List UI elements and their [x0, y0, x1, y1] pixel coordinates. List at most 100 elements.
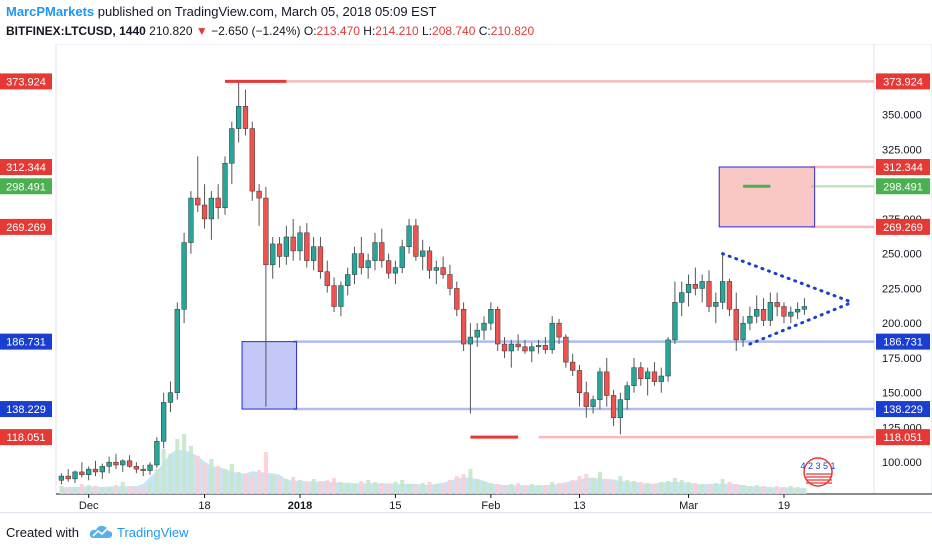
level-tag-right-label: 373.924 — [883, 76, 923, 88]
volume-bar — [536, 485, 541, 494]
volume-bar — [543, 486, 548, 494]
x-tick-label: 2018 — [288, 500, 312, 512]
candle-down — [195, 197, 201, 206]
candle-up — [590, 399, 596, 407]
candle-down — [113, 461, 119, 466]
tradingview-brand-link[interactable]: TradingView — [117, 525, 189, 540]
y-tick-label: 100.000 — [882, 457, 922, 469]
volume-bar — [741, 485, 746, 494]
volume-bar — [625, 480, 630, 494]
level-tag-left-label: 186.731 — [6, 337, 46, 349]
candle-up — [754, 309, 760, 317]
volume-bar — [127, 486, 132, 494]
candle-up — [372, 242, 378, 261]
volume-bar — [802, 488, 807, 494]
plot-pane — [55, 43, 875, 495]
x-tick-label: Mar — [679, 500, 698, 512]
candle-up — [154, 441, 160, 466]
volume-bar — [147, 483, 153, 494]
last-price: 210.820 — [149, 24, 193, 38]
volume-bar — [734, 484, 739, 494]
level-tag-left-label: 312.344 — [6, 162, 46, 174]
volume-bar — [441, 485, 446, 494]
author-link[interactable]: MarcPMarkets — [6, 4, 95, 19]
candle-up — [645, 371, 651, 380]
volume-bar — [325, 480, 330, 494]
level-tag-left-label: 373.924 — [6, 76, 46, 88]
candle-up — [58, 475, 65, 481]
volume-bar — [761, 486, 766, 494]
volume-bar — [481, 482, 487, 494]
candle-up — [208, 197, 215, 220]
volume-bar — [86, 485, 91, 494]
candle-up — [658, 375, 664, 382]
created-with-label: Created with — [6, 525, 79, 540]
volume-bar — [209, 459, 214, 494]
volume-bar — [700, 484, 705, 494]
chart-area[interactable]: 100.000 125.000 150.000 175.000 200.000 225.0… — [0, 43, 932, 512]
candle-down — [460, 309, 467, 345]
candle-down — [385, 260, 392, 274]
candle-down — [140, 468, 146, 471]
volume-bar — [202, 464, 207, 494]
level-tag-left — [0, 333, 52, 350]
volume-bar — [407, 484, 412, 494]
candle-up — [283, 236, 289, 257]
candle-up — [106, 461, 112, 467]
candle-up — [270, 243, 276, 266]
volume-bar — [393, 482, 398, 494]
x-tick-label: 15 — [389, 500, 401, 512]
volume-bar — [420, 483, 425, 494]
volume-bar — [175, 439, 180, 494]
volume-bar — [243, 474, 248, 494]
x-tick-label: Feb — [481, 500, 500, 512]
volume-bar — [222, 469, 228, 494]
candle-down — [570, 361, 576, 371]
volume-bar — [563, 484, 568, 494]
candle-down — [774, 302, 780, 307]
volume-bar — [297, 480, 303, 494]
volume-bar — [263, 452, 268, 494]
volume-bar — [304, 482, 309, 494]
candle-up — [188, 197, 194, 243]
volume-bar — [659, 482, 664, 494]
volume-bar — [79, 484, 84, 494]
candle-up — [624, 385, 630, 400]
candle-up — [420, 250, 426, 257]
volume-bar — [386, 484, 391, 494]
candle-up — [801, 306, 808, 310]
candle-up — [788, 311, 794, 317]
candle-down — [563, 336, 569, 363]
candle-up — [597, 371, 603, 400]
level-tag-right — [876, 159, 930, 176]
level-tag-right-label: 186.731 — [883, 337, 923, 349]
level-tag-left — [0, 73, 52, 90]
candle-up — [549, 322, 555, 350]
symbol-label[interactable]: BITFINEX:LTCUSD, 1440 — [6, 24, 146, 38]
volume-bar — [400, 480, 405, 494]
volume-bar — [495, 484, 500, 494]
volume-bar — [427, 482, 432, 494]
price-chart[interactable]: 100.000125.000150.000175.000200.000225.0… — [0, 43, 932, 512]
candle-down — [215, 197, 221, 209]
volume-bar — [113, 485, 118, 494]
volume-bar — [686, 482, 691, 494]
candle-up — [174, 309, 180, 393]
volume-bar — [447, 480, 453, 494]
volume-bar — [631, 481, 637, 494]
level-tag-right — [876, 218, 930, 235]
open-value: 213.470 — [316, 24, 360, 38]
volume-bar — [584, 474, 589, 494]
volume-bar — [332, 478, 337, 494]
footer: Created with TradingView — [0, 512, 932, 551]
volume-bar — [529, 484, 534, 494]
volume-bar — [577, 476, 582, 494]
candle-up — [222, 163, 228, 209]
volume-bar — [522, 485, 527, 494]
level-tag-left — [0, 178, 52, 195]
candle-up — [297, 232, 303, 252]
y-tick-label: 350.000 — [882, 110, 922, 122]
price-axis-pane — [873, 43, 932, 495]
tradingview-cloud-icon — [88, 523, 114, 546]
level-tag-left — [0, 401, 52, 418]
